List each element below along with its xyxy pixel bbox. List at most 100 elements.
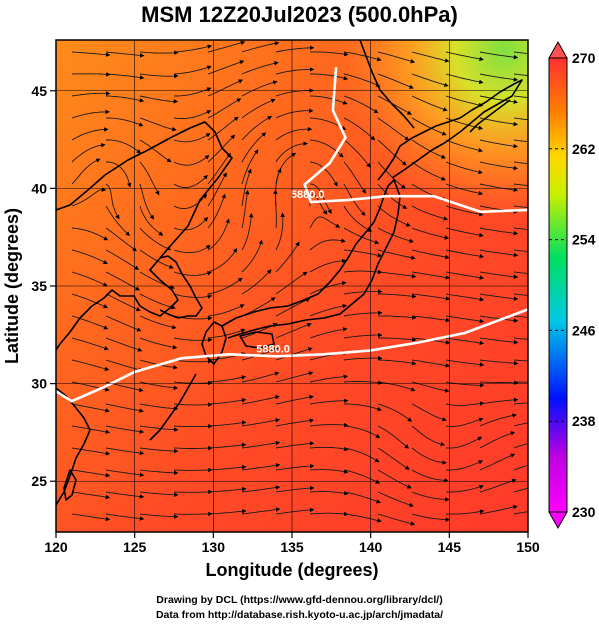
- streamline: [445, 436, 483, 449]
- streamline: [513, 95, 528, 99]
- streamline: [343, 355, 383, 361]
- streamline: [513, 422, 528, 427]
- streamline: [71, 271, 108, 287]
- streamline: [309, 398, 349, 405]
- x-tick-label: 125: [123, 539, 147, 555]
- streamline: [105, 227, 137, 252]
- streamline: [139, 491, 179, 497]
- x-tick-label: 135: [280, 539, 304, 555]
- streamline: [71, 315, 109, 330]
- streamline: [445, 95, 484, 108]
- streamline: [378, 315, 417, 320]
- streamline: [139, 337, 178, 350]
- streamline: [411, 249, 450, 260]
- streamline: [513, 183, 528, 187]
- streamline: [105, 293, 141, 312]
- streamline: [173, 489, 213, 495]
- streamline: [241, 463, 281, 471]
- colorbar-bar: [548, 57, 568, 513]
- streamline: [173, 110, 212, 119]
- streamline: [411, 95, 448, 112]
- colorbar: 230 238 246 254 262 270: [548, 40, 596, 530]
- streamline: [411, 469, 449, 483]
- streamline: [343, 95, 379, 114]
- streamline: [377, 359, 417, 366]
- colorbar-bottom-arrow: [548, 511, 568, 530]
- streamline: [207, 328, 246, 339]
- streamline: [71, 143, 106, 163]
- streamline: [71, 227, 109, 241]
- streamline: [173, 467, 213, 473]
- credit-drawing: Drawing by DCL (https://www.gfd-dennou.o…: [156, 594, 443, 606]
- streamline: [377, 381, 416, 392]
- streamline: [513, 139, 528, 143]
- streamline: [446, 460, 484, 471]
- coast-kyushu: [201, 321, 227, 365]
- streamline: [479, 359, 519, 366]
- streamline: [377, 95, 412, 115]
- streamline: [343, 205, 373, 232]
- streamline: [445, 161, 483, 175]
- colorbar-tick-label: 270: [572, 50, 596, 66]
- streamline: [343, 332, 383, 339]
- streamline: [479, 397, 519, 405]
- streamline: [411, 117, 447, 136]
- streamline: [445, 271, 485, 280]
- streamline: [377, 425, 410, 449]
- streamline: [479, 504, 518, 515]
- streamline: [241, 149, 259, 185]
- streamline: [275, 463, 315, 471]
- streamline: [411, 227, 450, 240]
- colorbar-tick-label: 254: [572, 232, 596, 248]
- streamline: [411, 73, 449, 87]
- contour-label: 5880.0: [291, 189, 325, 201]
- streamline: [241, 371, 280, 383]
- streamline: [445, 381, 485, 388]
- coast-hokkaido: [377, 79, 523, 181]
- streamline: [71, 158, 101, 185]
- streamline: [71, 337, 109, 351]
- streamline: [445, 205, 484, 217]
- y-axis-title: Latitude (degrees): [2, 208, 22, 364]
- colorbar-ticks: 230 238 246 254 262 270: [549, 50, 596, 520]
- streamline: [479, 183, 519, 193]
- streamline: [173, 245, 211, 254]
- streamline: [71, 403, 110, 413]
- streamline: [377, 469, 412, 489]
- streamline: [411, 271, 451, 280]
- streamline: [173, 293, 213, 299]
- streamline: [445, 401, 485, 406]
- streamline: [275, 441, 315, 449]
- streamline: [173, 65, 212, 75]
- streamline: [309, 183, 332, 214]
- streamline: [241, 440, 281, 449]
- streamline: [445, 484, 484, 493]
- streamline: [207, 398, 247, 405]
- streamline: [105, 425, 145, 434]
- streamline: [411, 403, 447, 422]
- streamline: [445, 249, 485, 259]
- streamline: [310, 73, 349, 81]
- streamline: [173, 174, 208, 188]
- streamline: [343, 469, 381, 484]
- streamline: [479, 380, 519, 385]
- streamline: [445, 73, 484, 85]
- streamline: [275, 322, 312, 339]
- streamline: [343, 380, 383, 385]
- streamline: [411, 315, 451, 323]
- streamline: [479, 478, 517, 493]
- streamline: [105, 447, 145, 456]
- streamline: [139, 447, 179, 454]
- colorbar-tick-label: 246: [572, 322, 596, 338]
- coast-taiwan: [63, 469, 77, 501]
- streamline: [241, 116, 273, 141]
- streamline: [343, 161, 366, 194]
- streamline: [241, 132, 267, 163]
- coast-shikoku: [239, 331, 275, 349]
- streamline: [513, 161, 528, 165]
- streamline: [105, 95, 145, 103]
- streamline: [309, 327, 348, 339]
- streamline: [71, 109, 110, 119]
- streamline: [207, 464, 247, 471]
- streamline: [207, 277, 243, 295]
